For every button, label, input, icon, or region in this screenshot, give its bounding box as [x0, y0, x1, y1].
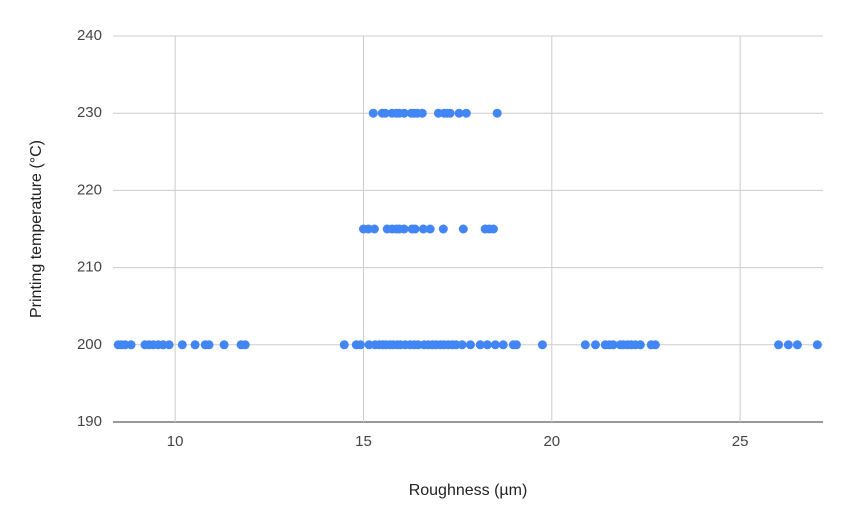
x-tick-label: 15 — [355, 433, 372, 450]
point — [488, 224, 498, 234]
point — [204, 340, 214, 350]
point — [219, 340, 229, 350]
x-tick-label: 10 — [167, 433, 184, 450]
point — [475, 340, 485, 350]
point — [368, 108, 378, 118]
point — [445, 108, 455, 118]
point — [438, 224, 448, 234]
point — [425, 224, 435, 234]
point — [454, 108, 464, 118]
point — [355, 340, 365, 350]
point — [490, 340, 500, 350]
y-tick-label: 240 — [77, 27, 102, 44]
point — [482, 340, 492, 350]
point — [608, 340, 618, 350]
point — [492, 108, 502, 118]
point — [339, 340, 349, 350]
x-tick-label: 25 — [732, 433, 749, 450]
point — [190, 340, 200, 350]
point — [792, 340, 802, 350]
y-tick-label: 220 — [77, 181, 102, 198]
point — [537, 340, 547, 350]
y-tick-label: 200 — [77, 336, 102, 353]
point — [783, 340, 793, 350]
y-tick-label: 190 — [77, 413, 102, 430]
point — [126, 340, 136, 350]
point — [417, 108, 427, 118]
point — [458, 224, 468, 234]
point — [457, 340, 467, 350]
point — [511, 340, 521, 350]
point — [465, 340, 475, 350]
y-axis-title: Printing temperature (°C) — [28, 140, 45, 318]
points — [113, 108, 822, 350]
point — [164, 340, 174, 350]
point — [590, 340, 600, 350]
point — [812, 340, 822, 350]
point — [177, 340, 187, 350]
point — [399, 108, 409, 118]
x-tick-label: 20 — [543, 433, 560, 450]
point — [580, 340, 590, 350]
point — [369, 224, 379, 234]
point — [650, 340, 660, 350]
point — [498, 340, 508, 350]
point — [461, 108, 471, 118]
y-tick-label: 210 — [77, 259, 102, 276]
point — [774, 340, 784, 350]
point — [410, 224, 420, 234]
point — [380, 108, 390, 118]
point — [240, 340, 250, 350]
point — [635, 340, 645, 350]
point — [399, 224, 409, 234]
point — [418, 224, 428, 234]
y-tick-label: 230 — [77, 104, 102, 121]
x-axis-title: Roughness (µm) — [409, 482, 528, 499]
